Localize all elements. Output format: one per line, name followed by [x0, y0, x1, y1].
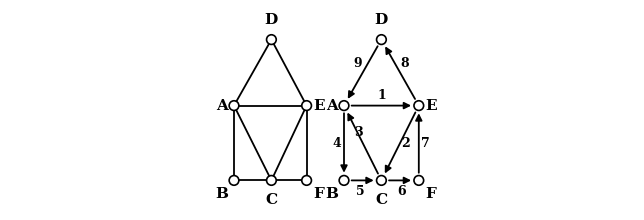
- Text: 8: 8: [401, 57, 409, 70]
- Text: B: B: [215, 187, 229, 201]
- Circle shape: [377, 176, 386, 185]
- Circle shape: [267, 35, 276, 44]
- Circle shape: [414, 176, 424, 185]
- Circle shape: [414, 101, 424, 110]
- Circle shape: [267, 176, 276, 185]
- Text: F: F: [313, 187, 324, 201]
- Text: A: A: [216, 99, 228, 113]
- Circle shape: [302, 176, 312, 185]
- Circle shape: [229, 101, 239, 110]
- Circle shape: [302, 101, 312, 110]
- Text: C: C: [265, 193, 278, 207]
- Text: F: F: [426, 187, 437, 201]
- Text: 1: 1: [377, 89, 386, 102]
- Text: 3: 3: [354, 125, 363, 139]
- Text: 7: 7: [421, 136, 430, 150]
- Text: 2: 2: [401, 136, 410, 150]
- Circle shape: [339, 176, 349, 185]
- Text: 6: 6: [397, 185, 406, 198]
- Circle shape: [229, 176, 239, 185]
- Circle shape: [377, 35, 386, 44]
- Circle shape: [339, 101, 349, 110]
- Text: D: D: [265, 13, 278, 27]
- Text: E: E: [313, 99, 325, 113]
- Text: A: A: [326, 99, 338, 113]
- Text: 9: 9: [354, 57, 362, 70]
- Text: C: C: [375, 193, 388, 207]
- Text: D: D: [375, 13, 388, 27]
- Text: 5: 5: [356, 185, 365, 198]
- Text: 4: 4: [332, 136, 341, 150]
- Text: B: B: [325, 187, 338, 201]
- Text: E: E: [425, 99, 437, 113]
